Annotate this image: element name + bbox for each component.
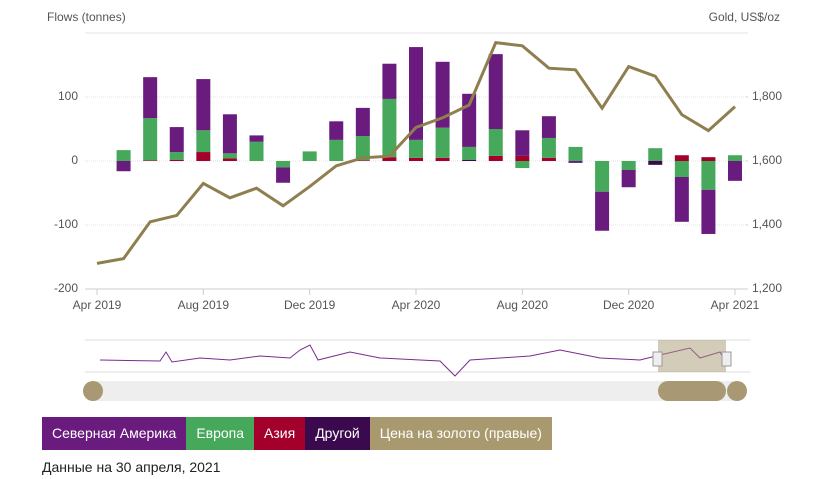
bar [674,155,689,161]
bar [462,159,477,161]
bar [674,177,689,222]
bar [488,54,503,130]
bar [568,146,583,161]
bar [222,114,237,154]
navigator-selection[interactable] [658,340,726,372]
bar [462,146,477,160]
y2-axis-title: Gold, US$/oz [709,10,780,24]
bar [276,167,291,183]
bar [515,130,530,156]
bar [276,161,291,168]
bar [674,161,689,177]
bar [169,127,184,153]
bar [196,130,211,153]
y-axis-title: Flows (tonnes) [47,10,126,24]
bar [541,116,556,138]
gold-line [96,40,737,265]
bar [541,137,556,158]
legend-item[interactable]: Северная Америка [42,417,187,450]
bar [435,127,450,158]
bar [382,98,397,158]
bar [728,155,742,161]
bar [169,152,184,160]
x-tick-label: Aug 2020 [497,298,549,312]
scrollbar [83,381,747,401]
bar [701,157,716,161]
y2-tick-label: 1,400 [752,217,782,231]
navigator [85,339,750,377]
x-tick-label: Aug 2019 [178,298,230,312]
scroll-right[interactable] [727,381,747,401]
bar [143,160,158,161]
bar [196,152,211,161]
bar [435,61,450,128]
bar [222,153,237,159]
bar [515,161,530,169]
chart: Flows (tonnes) Gold, US$/oz -200 -100 0 100… [47,10,782,401]
bar [409,139,423,158]
bar [355,160,370,161]
bar [355,136,370,161]
bar [302,151,317,161]
x-tick-label: Apr 2020 [392,298,441,312]
y-tick-label: 0 [71,153,78,167]
bar [329,139,344,161]
x-tick-label: Dec 2019 [284,298,336,312]
scroll-left[interactable] [83,381,103,401]
bar [249,135,264,142]
y-tick-label: -100 [54,217,78,231]
y2-tick-label: 1,600 [752,153,782,167]
x-tick-label: Apr 2021 [711,298,760,312]
bar [116,161,131,172]
bar [409,157,423,161]
y-tick-label: -200 [54,281,78,295]
legend-item[interactable]: Другой [305,417,370,450]
x-tick-label: Apr 2019 [73,298,122,312]
bar [728,161,742,181]
bar [621,161,636,170]
bar [143,77,158,119]
scrollbar-track[interactable] [92,381,734,401]
bar [222,158,237,161]
legend-item[interactable]: Цена на золото (правые) [369,417,552,450]
bar [488,155,503,161]
y-tick-label: 100 [58,89,78,103]
legend-item[interactable]: Европа [186,417,255,450]
navigator-line [99,344,729,377]
bar [435,157,450,161]
navigator-handle[interactable] [652,351,663,367]
bar [648,148,663,161]
bar [621,169,636,188]
legend-item[interactable]: Азия [254,417,306,450]
footnote: Данные на 30 апреля, 2021 [42,459,221,475]
bar [382,157,397,161]
bar [648,161,663,165]
y2-tick-label: 1,200 [752,281,782,295]
bar [595,191,610,231]
bar [488,129,503,156]
bar [382,63,397,99]
x-tick-label: Dec 2020 [603,298,655,312]
bar [116,150,131,161]
bar [355,107,370,137]
bar [329,121,344,140]
bar [143,118,158,161]
bar [568,161,583,163]
bar [249,141,264,161]
bar [196,79,211,131]
bar [701,161,716,190]
navigator-handle[interactable] [721,351,732,367]
bar [169,159,184,161]
y2-tick-label: 1,800 [752,89,782,103]
scrollbar-thumb[interactable] [658,381,726,401]
bar [595,161,610,192]
bar [541,157,556,161]
bar [701,189,716,234]
bar [515,155,530,161]
legend: Северная Америка Европа Азия Другой Цена на … [42,417,552,450]
bar [409,47,423,140]
